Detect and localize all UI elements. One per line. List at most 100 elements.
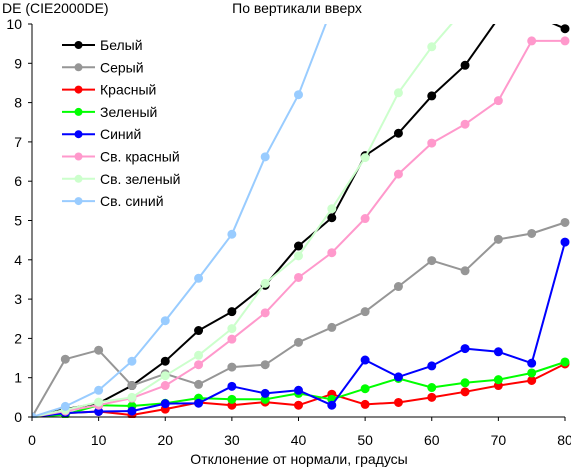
data-point — [327, 213, 337, 223]
data-point — [227, 307, 237, 317]
data-point — [427, 138, 437, 148]
x-tick-label: 40 — [291, 432, 307, 448]
data-point — [294, 90, 303, 100]
legend-swatch-marker — [74, 152, 83, 161]
data-point — [327, 322, 337, 332]
data-point — [560, 357, 570, 367]
legend-item: Красный — [62, 82, 156, 98]
y-tick-label: 0 — [14, 409, 22, 425]
data-point — [294, 385, 303, 395]
data-point — [360, 384, 370, 394]
y-ticks: 0 1 2 3 4 5 6 7 8 9 10 — [6, 16, 32, 425]
y-tick-label: 6 — [14, 173, 22, 189]
data-point — [360, 153, 370, 163]
data-point — [460, 378, 470, 388]
data-point — [227, 229, 237, 239]
data-point — [327, 400, 337, 410]
y-tick-label: 10 — [6, 16, 22, 32]
data-point — [160, 371, 170, 381]
data-point — [560, 237, 570, 247]
data-point — [527, 228, 537, 238]
y-tick-label: 5 — [14, 213, 22, 229]
legend: Белый Серый Красный Зеленый Синий Св. красный… — [62, 37, 180, 209]
data-point — [294, 241, 303, 251]
data-point — [260, 278, 270, 288]
data-point — [360, 214, 370, 224]
y-tick-label: 7 — [14, 134, 22, 150]
data-point — [460, 266, 470, 276]
data-point — [127, 356, 137, 366]
data-point — [460, 344, 470, 354]
legend-item: Синий — [62, 126, 141, 142]
x-tick-label: 10 — [91, 432, 107, 448]
data-point — [227, 334, 237, 344]
data-point — [94, 345, 104, 355]
data-point — [327, 248, 337, 258]
x-tick-label: 0 — [28, 432, 36, 448]
data-point — [260, 308, 270, 318]
legend-swatch-marker — [74, 85, 83, 94]
data-point — [460, 119, 470, 129]
data-point — [94, 385, 104, 395]
data-point — [194, 273, 204, 283]
data-point — [393, 282, 403, 292]
data-point — [393, 128, 403, 138]
x-tick-label: 20 — [157, 432, 173, 448]
data-point — [527, 368, 537, 378]
data-point — [194, 398, 204, 408]
series-2 — [32, 217, 570, 418]
data-point — [427, 361, 437, 371]
x-tick-label: 70 — [491, 432, 507, 448]
y-tick-label: 9 — [14, 55, 22, 71]
y-tick-label: 2 — [14, 330, 22, 346]
data-point — [127, 381, 137, 391]
data-point — [493, 234, 503, 244]
data-point — [427, 392, 437, 402]
legend-item: Св. зеленый — [62, 171, 180, 187]
legend-label: Белый — [100, 37, 143, 53]
series-layer — [32, 24, 570, 418]
data-point — [460, 60, 470, 70]
x-tick-label: 80 — [557, 432, 571, 448]
data-point — [427, 42, 437, 52]
data-point — [360, 355, 370, 365]
data-point — [160, 381, 170, 391]
x-tick-label: 30 — [224, 432, 240, 448]
y-axis-label: DE (CIE2000DE) — [2, 0, 109, 16]
y-tick-label: 4 — [14, 252, 22, 268]
legend-swatch-marker — [74, 107, 83, 116]
legend-item: Белый — [62, 37, 143, 53]
x-tick-label: 60 — [424, 432, 440, 448]
data-point — [527, 375, 537, 385]
legend-swatch-marker — [74, 130, 83, 139]
data-point — [294, 251, 303, 261]
data-point — [227, 381, 237, 391]
legend-label: Зеленый — [100, 104, 157, 120]
data-point — [160, 356, 170, 366]
data-point — [194, 379, 204, 389]
data-point — [260, 388, 270, 398]
data-point — [393, 88, 403, 98]
legend-item: Св. красный — [62, 149, 180, 165]
data-point — [393, 169, 403, 179]
series-line — [32, 24, 453, 418]
legend-swatch-marker — [74, 41, 83, 49]
legend-swatch-marker — [74, 197, 83, 206]
data-point — [360, 399, 370, 409]
legend-item: Св. синий — [62, 193, 164, 209]
data-point — [427, 256, 437, 266]
data-point — [160, 316, 170, 326]
y-tick-label: 3 — [14, 291, 22, 307]
data-point — [527, 36, 537, 46]
data-point — [560, 24, 570, 34]
legend-label: Синий — [100, 126, 141, 142]
series-8 — [32, 24, 327, 418]
data-point — [227, 324, 237, 334]
x-tick-label: 50 — [357, 432, 373, 448]
data-point — [460, 387, 470, 397]
x-axis-label: Отклонение от нормали, градусы — [190, 451, 407, 467]
y-tick-label: 1 — [14, 370, 22, 386]
data-point — [227, 362, 237, 372]
